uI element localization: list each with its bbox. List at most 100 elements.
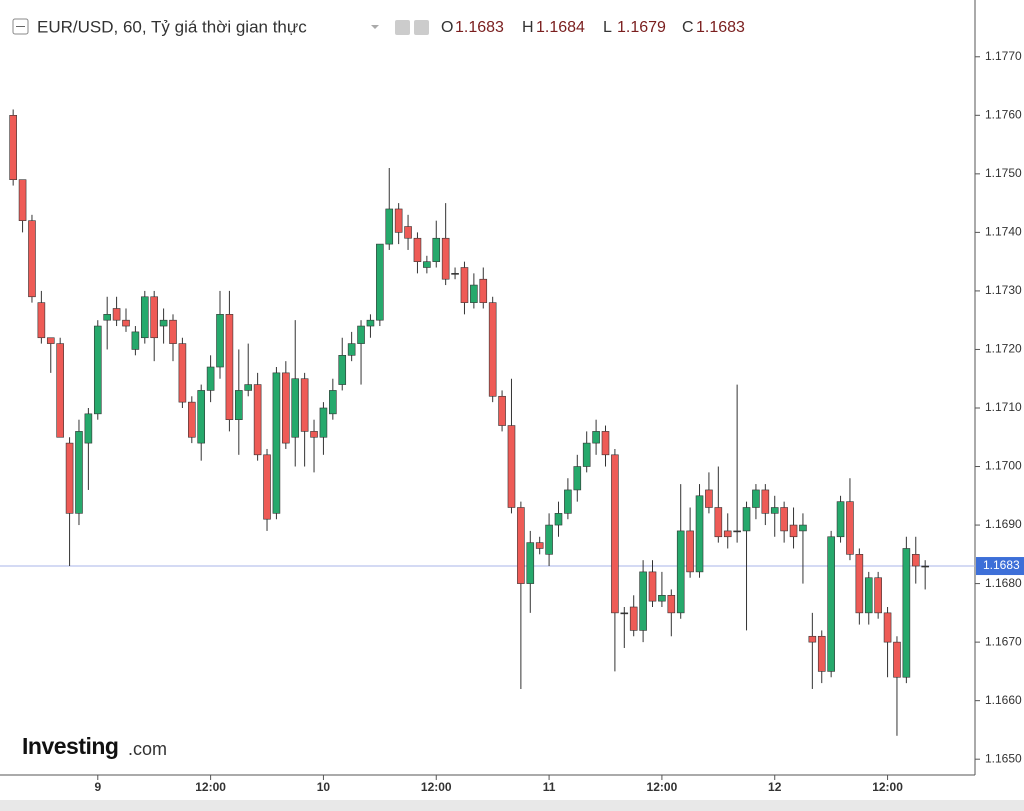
y-tick-label: 1.1670	[985, 634, 1022, 648]
candle-body	[441, 237, 450, 280]
candle-body	[263, 454, 271, 520]
candle-body	[808, 635, 817, 643]
candle-body	[733, 530, 741, 533]
candle-body	[197, 390, 206, 444]
logo-brand: Investing	[22, 733, 118, 759]
ohlc-value: 1.1683	[455, 19, 504, 36]
candle-body	[893, 641, 901, 678]
candle-body	[658, 594, 666, 602]
candle-body	[28, 220, 36, 298]
candle-body	[357, 325, 365, 344]
candle-body	[507, 425, 516, 508]
candle-body	[272, 372, 281, 514]
candle-body	[122, 319, 130, 327]
candle-body	[235, 390, 243, 420]
bottom-toolbar[interactable]	[0, 800, 1024, 811]
candle-body	[300, 378, 309, 432]
last-price-label: 1.1683	[983, 558, 1020, 572]
candle-body	[394, 208, 403, 233]
candle-body	[347, 343, 356, 356]
candle-body	[131, 331, 140, 350]
candle-body	[714, 507, 723, 538]
candle-body	[686, 530, 694, 573]
candle-body	[695, 495, 704, 573]
y-tick-label: 1.1730	[985, 283, 1022, 297]
candle-body	[169, 319, 177, 344]
candle-body	[432, 237, 441, 262]
ohlc-value: 1.1684	[536, 19, 585, 36]
x-tick-label: 12:00	[872, 780, 903, 794]
candle-body	[159, 319, 168, 327]
candle-body	[282, 372, 290, 444]
candle-body	[573, 466, 582, 491]
candle-body	[37, 302, 46, 339]
ohlc-label: L	[603, 19, 612, 36]
ohlc-value: 1.1683	[696, 19, 745, 36]
candle-body	[855, 554, 864, 614]
candle-body	[789, 524, 798, 538]
y-tick-label: 1.1680	[985, 576, 1022, 590]
candle-body	[413, 237, 422, 262]
candle-body	[451, 273, 459, 275]
candle-body	[103, 314, 111, 321]
candle-body	[742, 507, 751, 532]
candle-body	[799, 524, 807, 532]
candle-body	[93, 325, 102, 415]
dropdown-arrow[interactable]	[371, 25, 379, 29]
candle-body	[46, 337, 55, 344]
candle-body	[564, 489, 572, 514]
candle-body	[761, 489, 770, 514]
candle-body	[676, 530, 685, 614]
candle-body	[310, 431, 318, 438]
candle-body	[9, 115, 17, 181]
candle-body	[18, 179, 27, 221]
candle-body	[178, 343, 187, 403]
candle-body	[366, 319, 375, 327]
candle-body	[329, 390, 337, 415]
ohlc-value: 1.1679	[617, 19, 666, 36]
y-tick-label: 1.1750	[985, 166, 1022, 180]
candle-body	[554, 513, 563, 526]
y-tick-label: 1.1710	[985, 400, 1022, 414]
y-tick-label: 1.1770	[985, 49, 1022, 63]
candle-body	[479, 278, 488, 303]
candle-body	[65, 442, 74, 514]
candle-body	[874, 577, 882, 614]
candle-body	[770, 507, 779, 514]
y-tick-label: 1.1760	[985, 107, 1022, 121]
candle-body	[705, 489, 713, 508]
ohlc-label: C	[682, 19, 694, 36]
candle-body	[488, 302, 497, 397]
ohlc-label: H	[522, 19, 534, 36]
y-tick-label: 1.1690	[985, 517, 1022, 531]
candle-body	[620, 612, 629, 615]
x-tick-label: 12	[768, 780, 782, 794]
ohlc-label: O	[441, 19, 453, 36]
candle-body	[338, 355, 347, 385]
y-tick-label: 1.1700	[985, 459, 1022, 473]
candle-body	[517, 507, 525, 584]
candle-body	[385, 208, 394, 245]
candle-body	[535, 542, 544, 549]
candle-body	[84, 413, 93, 444]
candle-body	[140, 296, 149, 339]
candle-body	[902, 548, 911, 678]
candle-body	[291, 378, 300, 438]
candle-body	[56, 343, 64, 438]
settings-icon[interactable]	[414, 20, 429, 35]
candle-body	[319, 407, 328, 438]
candle-body	[188, 401, 196, 438]
candle-body	[526, 542, 535, 584]
candle-body	[836, 501, 845, 538]
candle-body	[639, 571, 647, 631]
x-tick-label: 12:00	[421, 780, 452, 794]
x-tick-label: 9	[94, 780, 101, 794]
y-tick-label: 1.1660	[985, 693, 1022, 707]
candle-body	[629, 606, 638, 631]
eye-icon[interactable]	[395, 20, 410, 35]
candle-body	[470, 284, 478, 303]
candle-body	[423, 261, 431, 268]
candle-body	[648, 571, 657, 602]
symbol-title: EUR/USD, 60, Tỷ giá thời gian thực	[37, 17, 307, 36]
candle-body	[112, 308, 121, 321]
